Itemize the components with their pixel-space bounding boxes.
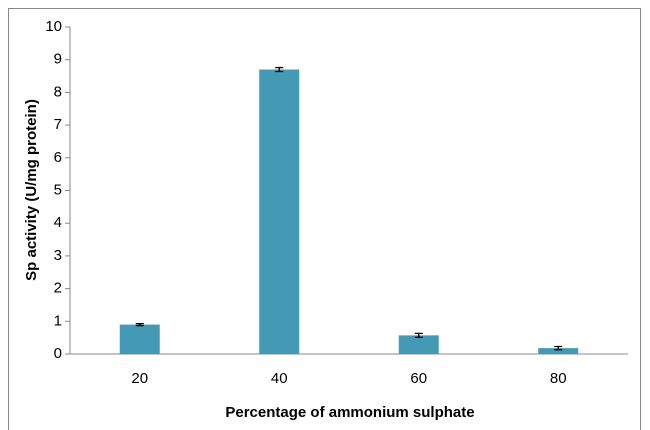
error-bar [135, 322, 144, 327]
y-tick-label: 1 [54, 312, 62, 329]
bar [259, 69, 300, 354]
y-tick-label: 10 [45, 18, 62, 35]
y-tick-label: 7 [54, 116, 62, 133]
bar [119, 324, 160, 354]
x-tick-label: 80 [550, 370, 567, 387]
error-bar [275, 66, 284, 73]
x-axis-label: Percentage of ammonium sulphate [225, 404, 474, 421]
y-tick-label: 6 [54, 149, 62, 166]
y-tick-label: 9 [54, 51, 62, 68]
y-axis-label: Sp activity (U/mg protein) [23, 99, 40, 281]
error-bar [414, 332, 423, 338]
x-tick-label: 60 [410, 370, 427, 387]
frame [8, 8, 641, 430]
y-tick-label: 2 [54, 280, 62, 297]
x-tick-label: 20 [131, 370, 148, 387]
bar [398, 335, 439, 354]
error-bar [554, 345, 563, 351]
y-tick-label: 0 [54, 345, 62, 362]
bar [538, 348, 579, 354]
y-tick-label: 4 [54, 214, 62, 231]
y-tick-label: 3 [54, 247, 62, 264]
y-tick-label: 8 [54, 83, 62, 100]
x-tick-label: 40 [271, 370, 288, 387]
y-tick-label: 5 [54, 181, 62, 198]
